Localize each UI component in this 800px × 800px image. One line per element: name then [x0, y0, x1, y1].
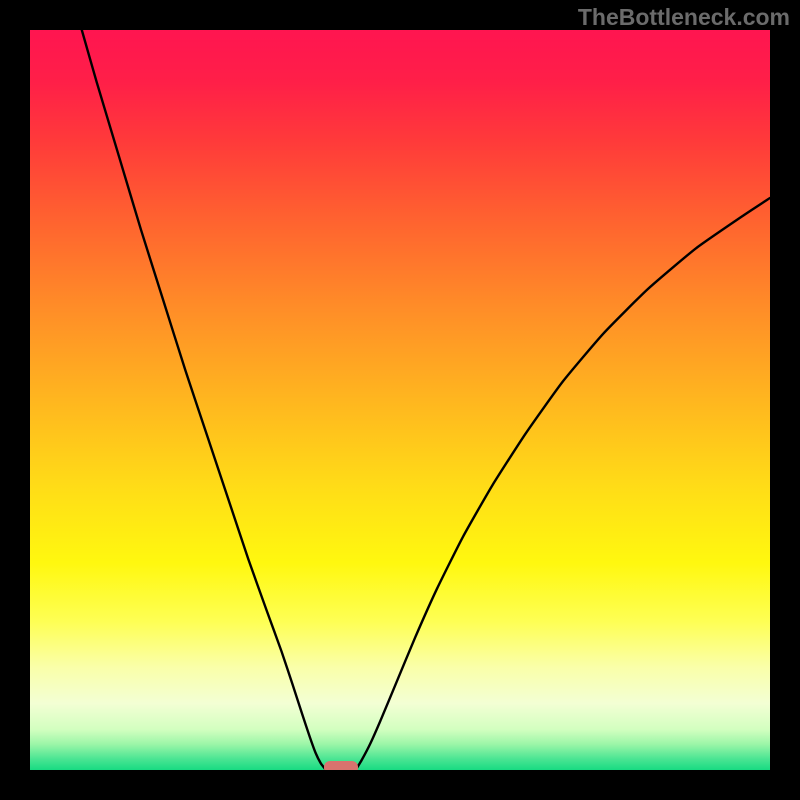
bottleneck-curve — [30, 30, 770, 770]
watermark-text: TheBottleneck.com — [578, 4, 790, 31]
curve-left-branch — [82, 30, 326, 770]
minimum-marker — [324, 761, 358, 770]
curve-right-branch — [356, 198, 770, 770]
figure-root: { "watermark": { "text": "TheBottleneck.… — [0, 0, 800, 800]
plot-area — [30, 30, 770, 770]
